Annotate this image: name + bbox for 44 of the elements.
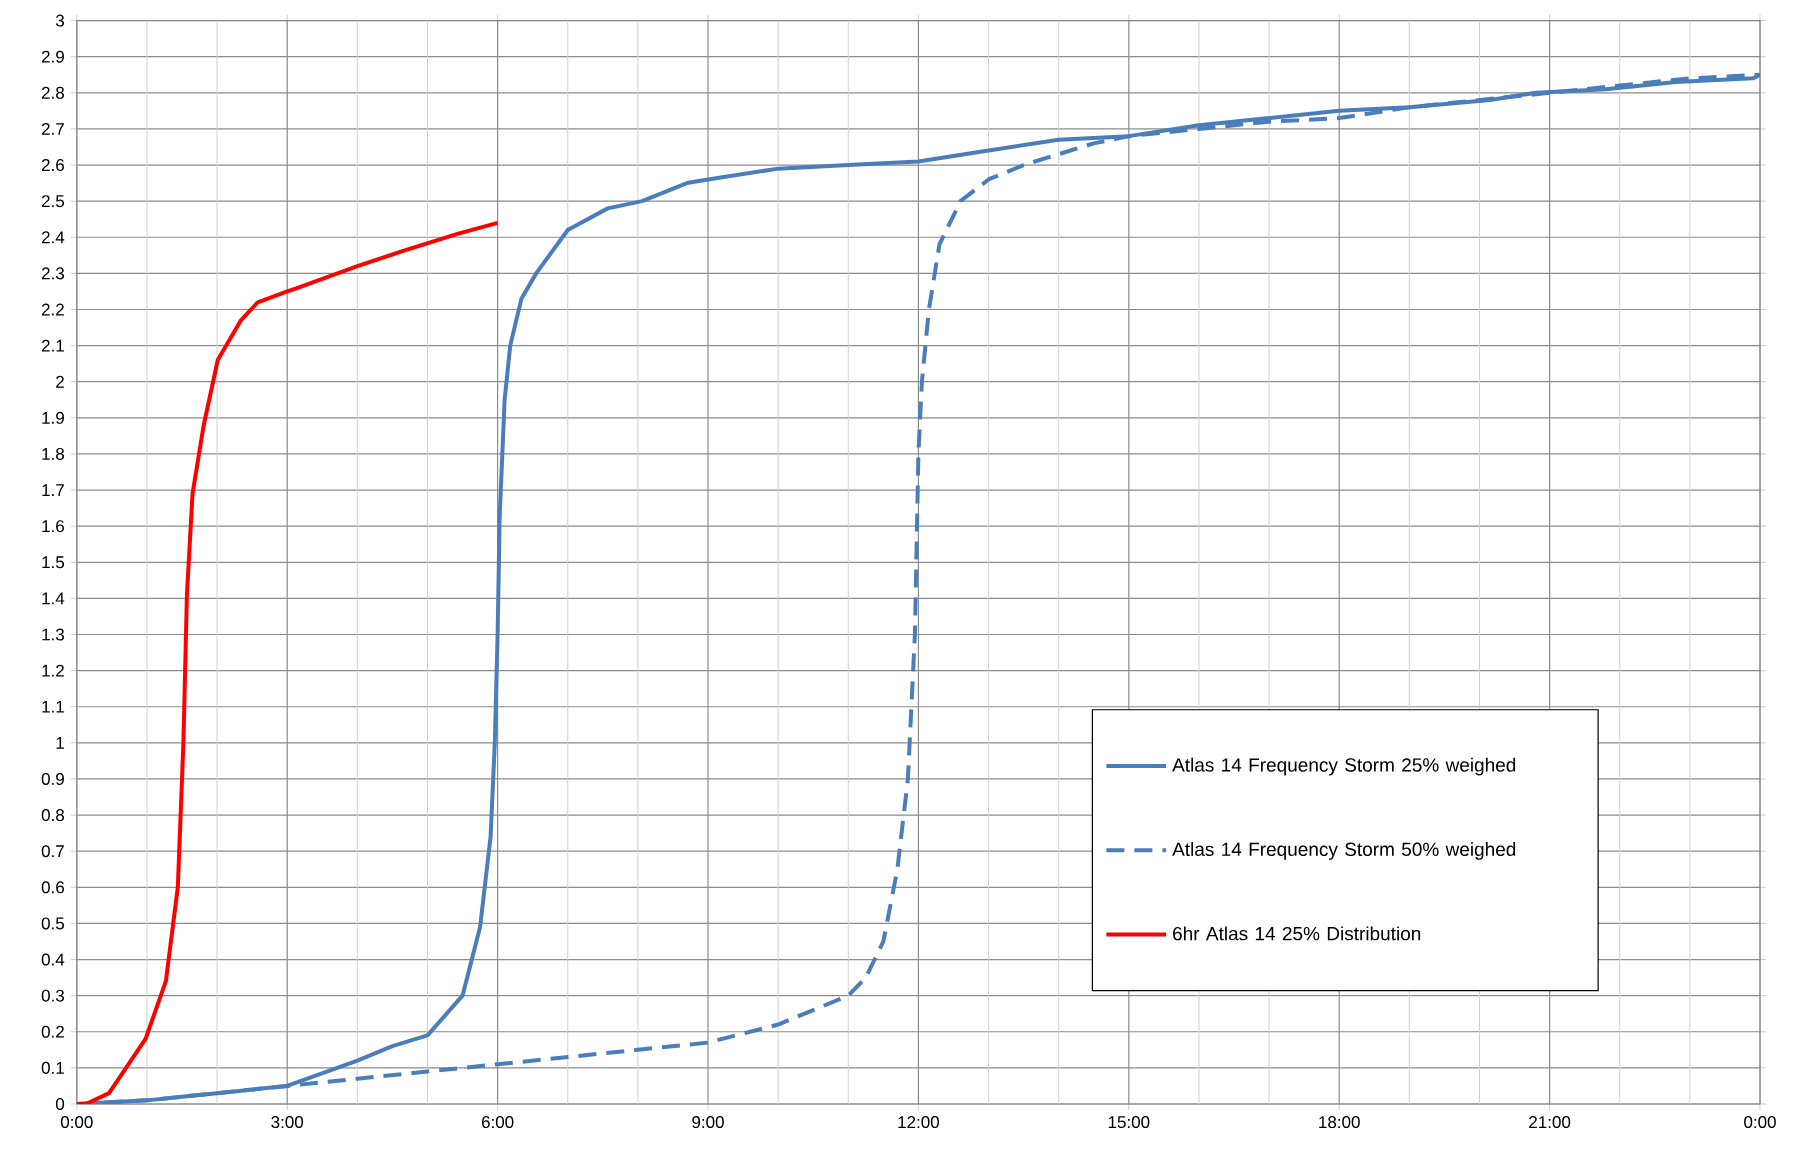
y-tick-label: 0.8	[41, 809, 65, 822]
y-tick-label: 0.1	[41, 1061, 64, 1074]
x-tick-label: 18:00	[1319, 1116, 1360, 1129]
x-tick-label: 21:00	[1529, 1116, 1571, 1129]
y-tick-label: 0.2	[41, 1025, 64, 1038]
y-tick-label: 2	[56, 375, 64, 388]
y-tick-label: 1.3	[42, 628, 65, 641]
y-tick-label: 0.6	[41, 881, 65, 894]
y-tick-label: 1.6	[42, 520, 65, 533]
y-tick-label: 1.7	[42, 484, 64, 496]
y-tick-label: 1.8	[42, 447, 65, 460]
y-tick-label: 2.2	[41, 303, 64, 316]
legend-label: Atlas 14 Frequency Storm 50% weighed	[1172, 842, 1516, 860]
y-tick-label: 0.4	[41, 953, 65, 966]
y-tick-label: 1.2	[42, 664, 64, 677]
y-tick-label: 0	[55, 1097, 65, 1110]
x-tick-label: 12:00	[898, 1116, 940, 1129]
y-tick-label: 1.9	[42, 411, 64, 424]
y-tick-label: 0.7	[41, 845, 64, 858]
legend-label: Atlas 14 Frequency Storm 25% weighed	[1172, 757, 1516, 776]
x-tick-label: 0:00	[1744, 1116, 1776, 1129]
x-tick-label: 0:00	[60, 1116, 93, 1129]
y-tick-label: 2.6	[41, 159, 65, 172]
y-tick-label: 1.5	[42, 556, 65, 569]
y-tick-label: 1	[56, 737, 64, 749]
y-tick-label: 2.4	[41, 231, 65, 244]
y-tick-label: 2.1	[41, 339, 64, 352]
x-tick-label: 3:00	[271, 1116, 304, 1129]
y-tick-label: 1.1	[42, 700, 64, 713]
y-tick-label: 0.9	[41, 772, 64, 785]
y-tick-label: 2.3	[41, 267, 65, 280]
y-tick-label: 1.4	[42, 592, 65, 605]
y-tick-label: 0.3	[41, 989, 65, 1002]
x-tick-label: 9:00	[692, 1116, 724, 1129]
y-tick-label: 0.5	[41, 917, 65, 930]
line-series	[76, 220, 500, 1104]
y-tick-label: 2.5	[41, 195, 65, 208]
x-tick-label: 15:00	[1108, 1116, 1150, 1129]
legend-label: 6hr Atlas 14 25% Distribution	[1173, 926, 1421, 941]
y-tick-label: 2.8	[41, 86, 65, 99]
y-tick-label: 3	[55, 14, 65, 27]
x-tick-label: 6:00	[481, 1116, 514, 1129]
y-tick-label: 2.9	[41, 50, 64, 63]
y-tick-label: 2.7	[41, 123, 64, 135]
